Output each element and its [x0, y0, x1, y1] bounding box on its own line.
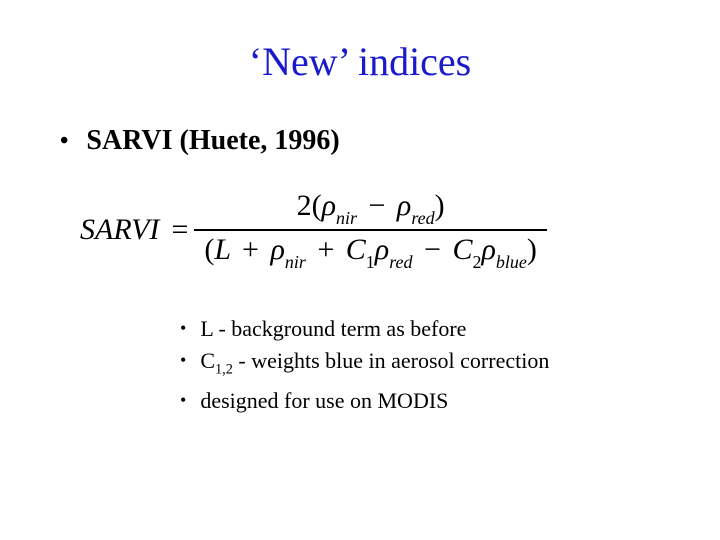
subscript-2: 2 [472, 252, 481, 272]
main-bullet: • SARVI (Huete, 1996) [60, 125, 670, 157]
rho-symbol: ρ [481, 233, 495, 266]
bullet-dot-icon: • [60, 125, 68, 157]
subscript-nir: nir [285, 252, 306, 272]
den-close-paren: ) [527, 233, 537, 266]
rho-nir: ρnir [322, 189, 357, 222]
c12-label: C1,2 [200, 348, 233, 373]
c-symbol: C [346, 233, 366, 266]
formula-block: SARVI = 2(ρnir − ρred) (L + ρnir + C1ρre… [80, 187, 670, 273]
rho-red-den: ρred [375, 233, 413, 266]
formula-fraction: 2(ρnir − ρred) (L + ρnir + C1ρred − C2ρb… [194, 187, 547, 273]
rho-nir-den: ρnir [270, 233, 305, 266]
rho-blue-den: ρblue [481, 233, 526, 266]
num-open-paren: ( [312, 189, 322, 222]
formula-row: SARVI = 2(ρnir − ρred) (L + ρnir + C1ρre… [80, 187, 670, 273]
sub-bullet-rest: - weights blue in aerosol correction [233, 348, 549, 373]
L-term: L [214, 233, 230, 266]
den-open-paren: ( [204, 233, 214, 266]
L-label: L [200, 316, 213, 341]
bullet-dot-icon: • [180, 345, 186, 375]
subscript-nir: nir [336, 208, 357, 228]
sub-bullet-list: • L - background term as before • C1,2 -… [180, 313, 670, 417]
subscript-12: 1,2 [215, 361, 233, 377]
c1-term: C1 [346, 233, 375, 266]
sub-bullet-rest: - background term as before [213, 316, 467, 341]
sub-bullet-text: designed for use on MODIS [200, 385, 448, 417]
formula-lhs: SARVI [80, 213, 159, 247]
slide-container: ‘New’ indices • SARVI (Huete, 1996) SARV… [0, 0, 720, 540]
rho-symbol: ρ [397, 189, 411, 222]
subscript-red: red [411, 208, 434, 228]
slide-title: ‘New’ indices [50, 38, 670, 85]
plus-sign: + [242, 233, 259, 266]
equals-sign: = [171, 213, 188, 247]
c2-term: C2 [452, 233, 481, 266]
sub-bullet-text: L - background term as before [200, 313, 466, 345]
sub-bullet-item: • L - background term as before [180, 313, 670, 345]
numerator: 2(ρnir − ρred) [287, 187, 455, 229]
sub-bullet-item: • C1,2 - weights blue in aerosol correct… [180, 345, 670, 385]
minus-sign: − [369, 189, 386, 222]
rho-red: ρred [397, 189, 435, 222]
rho-symbol: ρ [322, 189, 336, 222]
c-symbol: C [200, 348, 215, 373]
rho-symbol: ρ [270, 233, 284, 266]
minus-sign: − [424, 233, 441, 266]
c-symbol: C [452, 233, 472, 266]
rho-symbol: ρ [375, 233, 389, 266]
sub-bullet-text: C1,2 - weights blue in aerosol correctio… [200, 345, 549, 385]
main-bullet-text: SARVI (Huete, 1996) [86, 125, 339, 157]
bullet-dot-icon: • [180, 385, 186, 415]
plus-sign: + [317, 233, 334, 266]
num-coef: 2 [297, 189, 312, 222]
subscript-red: red [389, 252, 412, 272]
subscript-blue: blue [496, 252, 527, 272]
denominator: (L + ρnir + C1ρred − C2ρblue) [194, 231, 547, 273]
subscript-1: 1 [366, 252, 375, 272]
num-close-paren: ) [435, 189, 445, 222]
bullet-dot-icon: • [180, 313, 186, 343]
sub-bullet-item: • designed for use on MODIS [180, 385, 670, 417]
